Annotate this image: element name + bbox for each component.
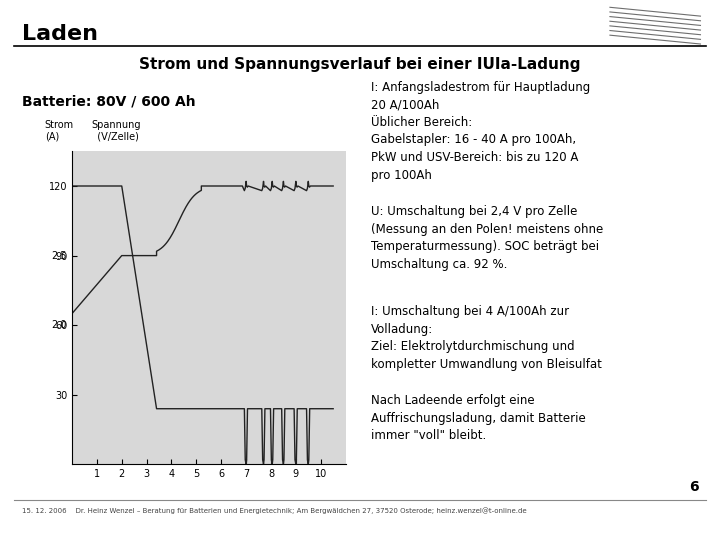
Text: Spannung
  (V/Zelle): Spannung (V/Zelle)	[91, 120, 140, 142]
Text: Batterie: 80V / 600 Ah: Batterie: 80V / 600 Ah	[22, 94, 195, 109]
Text: Nach Ladeende erfolgt eine
Auffrischungsladung, damit Batterie
immer "voll" blei: Nach Ladeende erfolgt eine Auffrischungs…	[371, 394, 585, 442]
Text: I: Umschaltung bei 4 A/100Ah zur
Volladung:
Ziel: Elektrolytdurchmischung und
ko: I: Umschaltung bei 4 A/100Ah zur Volladu…	[371, 305, 602, 370]
Text: U: Umschaltung bei 2,4 V pro Zelle
(Messung an den Polen! meistens ohne
Temperat: U: Umschaltung bei 2,4 V pro Zelle (Mess…	[371, 205, 603, 271]
Text: 2.0: 2.0	[51, 320, 66, 330]
Text: I: Anfangsladestrom für Hauptladung
20 A/100Ah
Üblicher Bereich:
Gabelstapler: 1: I: Anfangsladestrom für Hauptladung 20 A…	[371, 81, 590, 181]
Text: Strom und Spannungsverlauf bei einer IUIa-Ladung: Strom und Spannungsverlauf bei einer IUI…	[139, 57, 581, 72]
Text: Strom
(A): Strom (A)	[45, 120, 73, 142]
Text: Laden: Laden	[22, 24, 98, 44]
Text: 2.5: 2.5	[51, 251, 66, 261]
Text: 15. 12. 2006    Dr. Heinz Wenzel – Beratung für Batterien und Energietechnik; Am: 15. 12. 2006 Dr. Heinz Wenzel – Beratung…	[22, 508, 526, 514]
Text: 6: 6	[689, 480, 698, 494]
